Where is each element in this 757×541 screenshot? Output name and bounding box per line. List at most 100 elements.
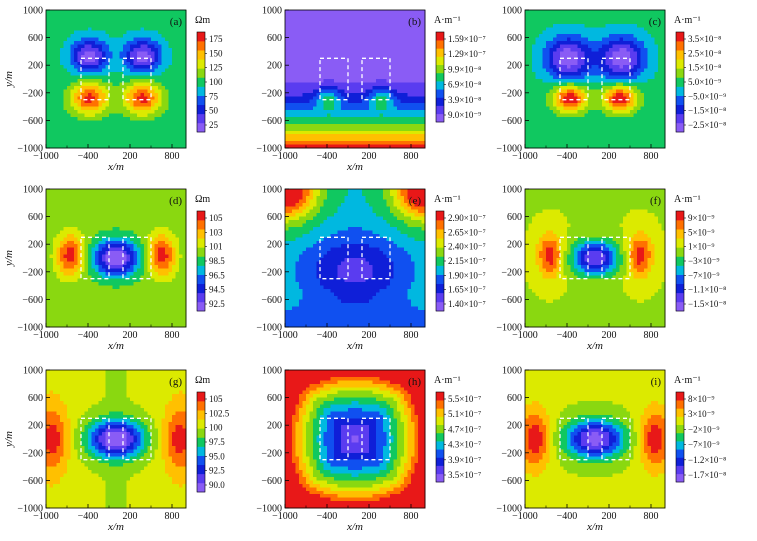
heatmap-cell xyxy=(60,27,64,32)
heatmap-cell xyxy=(175,30,180,35)
heatmap-cell xyxy=(376,20,380,25)
heatmap-cell xyxy=(53,37,57,42)
heatmap-cell xyxy=(553,96,557,101)
heatmap-cell xyxy=(341,89,345,94)
heatmap-cell xyxy=(344,110,349,114)
heatmap-cell xyxy=(595,92,599,97)
heatmap-cell xyxy=(390,96,394,101)
heatmap-cell xyxy=(616,123,620,128)
heatmap-cell xyxy=(88,103,92,107)
heatmap-cell xyxy=(144,123,148,128)
heatmap-cell xyxy=(574,20,578,25)
heatmap-cell xyxy=(154,75,159,80)
heatmap-cell xyxy=(591,44,596,49)
heatmap-cell xyxy=(123,20,127,25)
heatmap-cell xyxy=(574,13,578,18)
heatmap-cell xyxy=(400,20,405,25)
heatmap-cell xyxy=(116,61,120,66)
heatmap-cell xyxy=(302,110,307,114)
heatmap-cell xyxy=(588,68,592,73)
heatmap-cell xyxy=(147,72,152,76)
heatmap-cell xyxy=(539,116,543,121)
heatmap-cell xyxy=(411,30,415,35)
heatmap-cell xyxy=(98,130,103,135)
heatmap-cell xyxy=(327,82,331,87)
heatmap-cell xyxy=(102,92,106,97)
heatmap-cell xyxy=(654,58,659,63)
heatmap-cell xyxy=(661,113,666,118)
heatmap-cell xyxy=(63,85,68,90)
heatmap-cell xyxy=(619,68,624,73)
heatmap-cell xyxy=(528,44,533,49)
heatmap-cell xyxy=(288,113,293,118)
heatmap-cell xyxy=(292,99,296,104)
heatmap-cell xyxy=(591,141,596,145)
heatmap-cell xyxy=(584,116,589,121)
heatmap-cell xyxy=(407,72,412,76)
heatmap-cell xyxy=(116,127,120,132)
heatmap-cell xyxy=(630,79,634,83)
heatmap-cell xyxy=(626,113,631,118)
heatmap-cell xyxy=(532,79,536,83)
heatmap-cell xyxy=(302,72,307,76)
heatmap-cell xyxy=(154,16,159,21)
heatmap-cell xyxy=(126,34,131,38)
heatmap-cell xyxy=(285,47,289,52)
heatmap-cell xyxy=(179,27,183,32)
heatmap-cell xyxy=(179,34,183,38)
heatmap-cell xyxy=(292,61,296,66)
heatmap-cell xyxy=(337,134,342,139)
heatmap-cell xyxy=(158,13,162,18)
heatmap-cell xyxy=(386,30,391,35)
heatmap-cell xyxy=(654,144,659,149)
heatmap-cell xyxy=(647,113,652,118)
heatmap-cell xyxy=(376,65,380,70)
heatmap-cell xyxy=(390,30,394,35)
heatmap-cell xyxy=(539,47,543,52)
heatmap-cell xyxy=(344,75,349,80)
heatmap-cell xyxy=(397,89,401,94)
heatmap-cell xyxy=(598,96,603,101)
heatmap-cell xyxy=(658,20,662,25)
heatmap-cell xyxy=(130,72,134,76)
heatmap-cell xyxy=(549,27,554,32)
heatmap-cell xyxy=(144,13,148,18)
heatmap-cell xyxy=(341,116,345,121)
heatmap-cell xyxy=(591,127,596,132)
heatmap-cell xyxy=(172,110,176,114)
heatmap-cell xyxy=(158,65,162,70)
heatmap-cell xyxy=(605,82,610,87)
heatmap-cell xyxy=(539,141,543,145)
heatmap-cell xyxy=(137,137,141,142)
heatmap-cell xyxy=(651,61,655,66)
heatmap-cell xyxy=(337,65,342,70)
heatmap-cell xyxy=(341,16,345,21)
heatmap-cell xyxy=(651,123,655,128)
heatmap-cell xyxy=(393,20,398,25)
heatmap-cell xyxy=(362,113,366,118)
heatmap-cell xyxy=(372,10,377,14)
heatmap-cell xyxy=(640,123,645,128)
heatmap-cell xyxy=(330,137,335,142)
heatmap-cell xyxy=(397,13,401,18)
heatmap-cell xyxy=(81,116,85,121)
heatmap-cell xyxy=(154,27,159,32)
heatmap-cell xyxy=(616,144,620,149)
heatmap-cell xyxy=(330,30,335,35)
heatmap-cell xyxy=(574,41,578,45)
heatmap-cell xyxy=(109,82,113,87)
heatmap-cell xyxy=(295,116,300,121)
heatmap-cell xyxy=(56,30,61,35)
heatmap-cell xyxy=(400,116,405,121)
heatmap-cell xyxy=(556,58,561,63)
heatmap-cell xyxy=(619,96,624,101)
heatmap-cell xyxy=(330,82,335,87)
heatmap-cell xyxy=(327,72,331,76)
heatmap-cell xyxy=(306,113,310,118)
heatmap-cell xyxy=(553,16,557,21)
heatmap-cell xyxy=(362,79,366,83)
heatmap-cell xyxy=(542,30,547,35)
heatmap-cell xyxy=(88,16,92,21)
heatmap-cell xyxy=(46,61,50,66)
heatmap-cell xyxy=(658,120,662,125)
